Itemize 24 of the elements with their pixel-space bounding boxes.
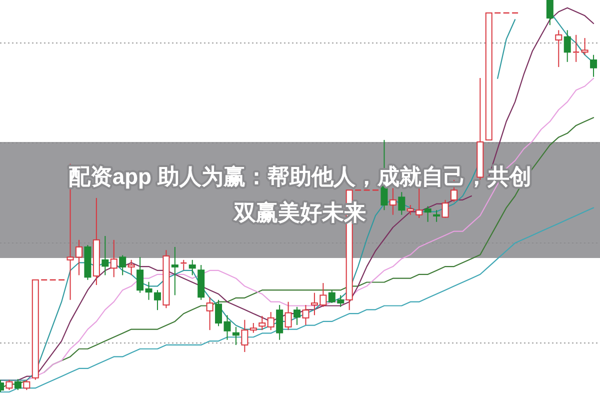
candlestick (206, 296, 214, 331)
candlestick (398, 192, 406, 216)
candlestick (128, 259, 135, 276)
candlestick (302, 304, 310, 326)
candlestick (276, 304, 284, 340)
candlestick (389, 188, 396, 216)
candlestick (110, 239, 118, 278)
candlestick (145, 281, 152, 300)
candlestick (250, 322, 257, 334)
candlestick (555, 30, 562, 68)
candlestick (424, 206, 432, 222)
candlestick (241, 319, 248, 353)
candlestick (188, 259, 196, 276)
candlestick (433, 210, 440, 222)
candlestick (136, 256, 144, 294)
candlestick (198, 264, 205, 300)
candlestick (232, 326, 240, 346)
candlestick (581, 38, 588, 56)
candlestick (92, 197, 100, 286)
candlestick (590, 54, 598, 78)
candlestick (564, 30, 571, 62)
candlestick (154, 290, 161, 311)
candlestick (171, 246, 178, 296)
candlestick (102, 235, 109, 276)
